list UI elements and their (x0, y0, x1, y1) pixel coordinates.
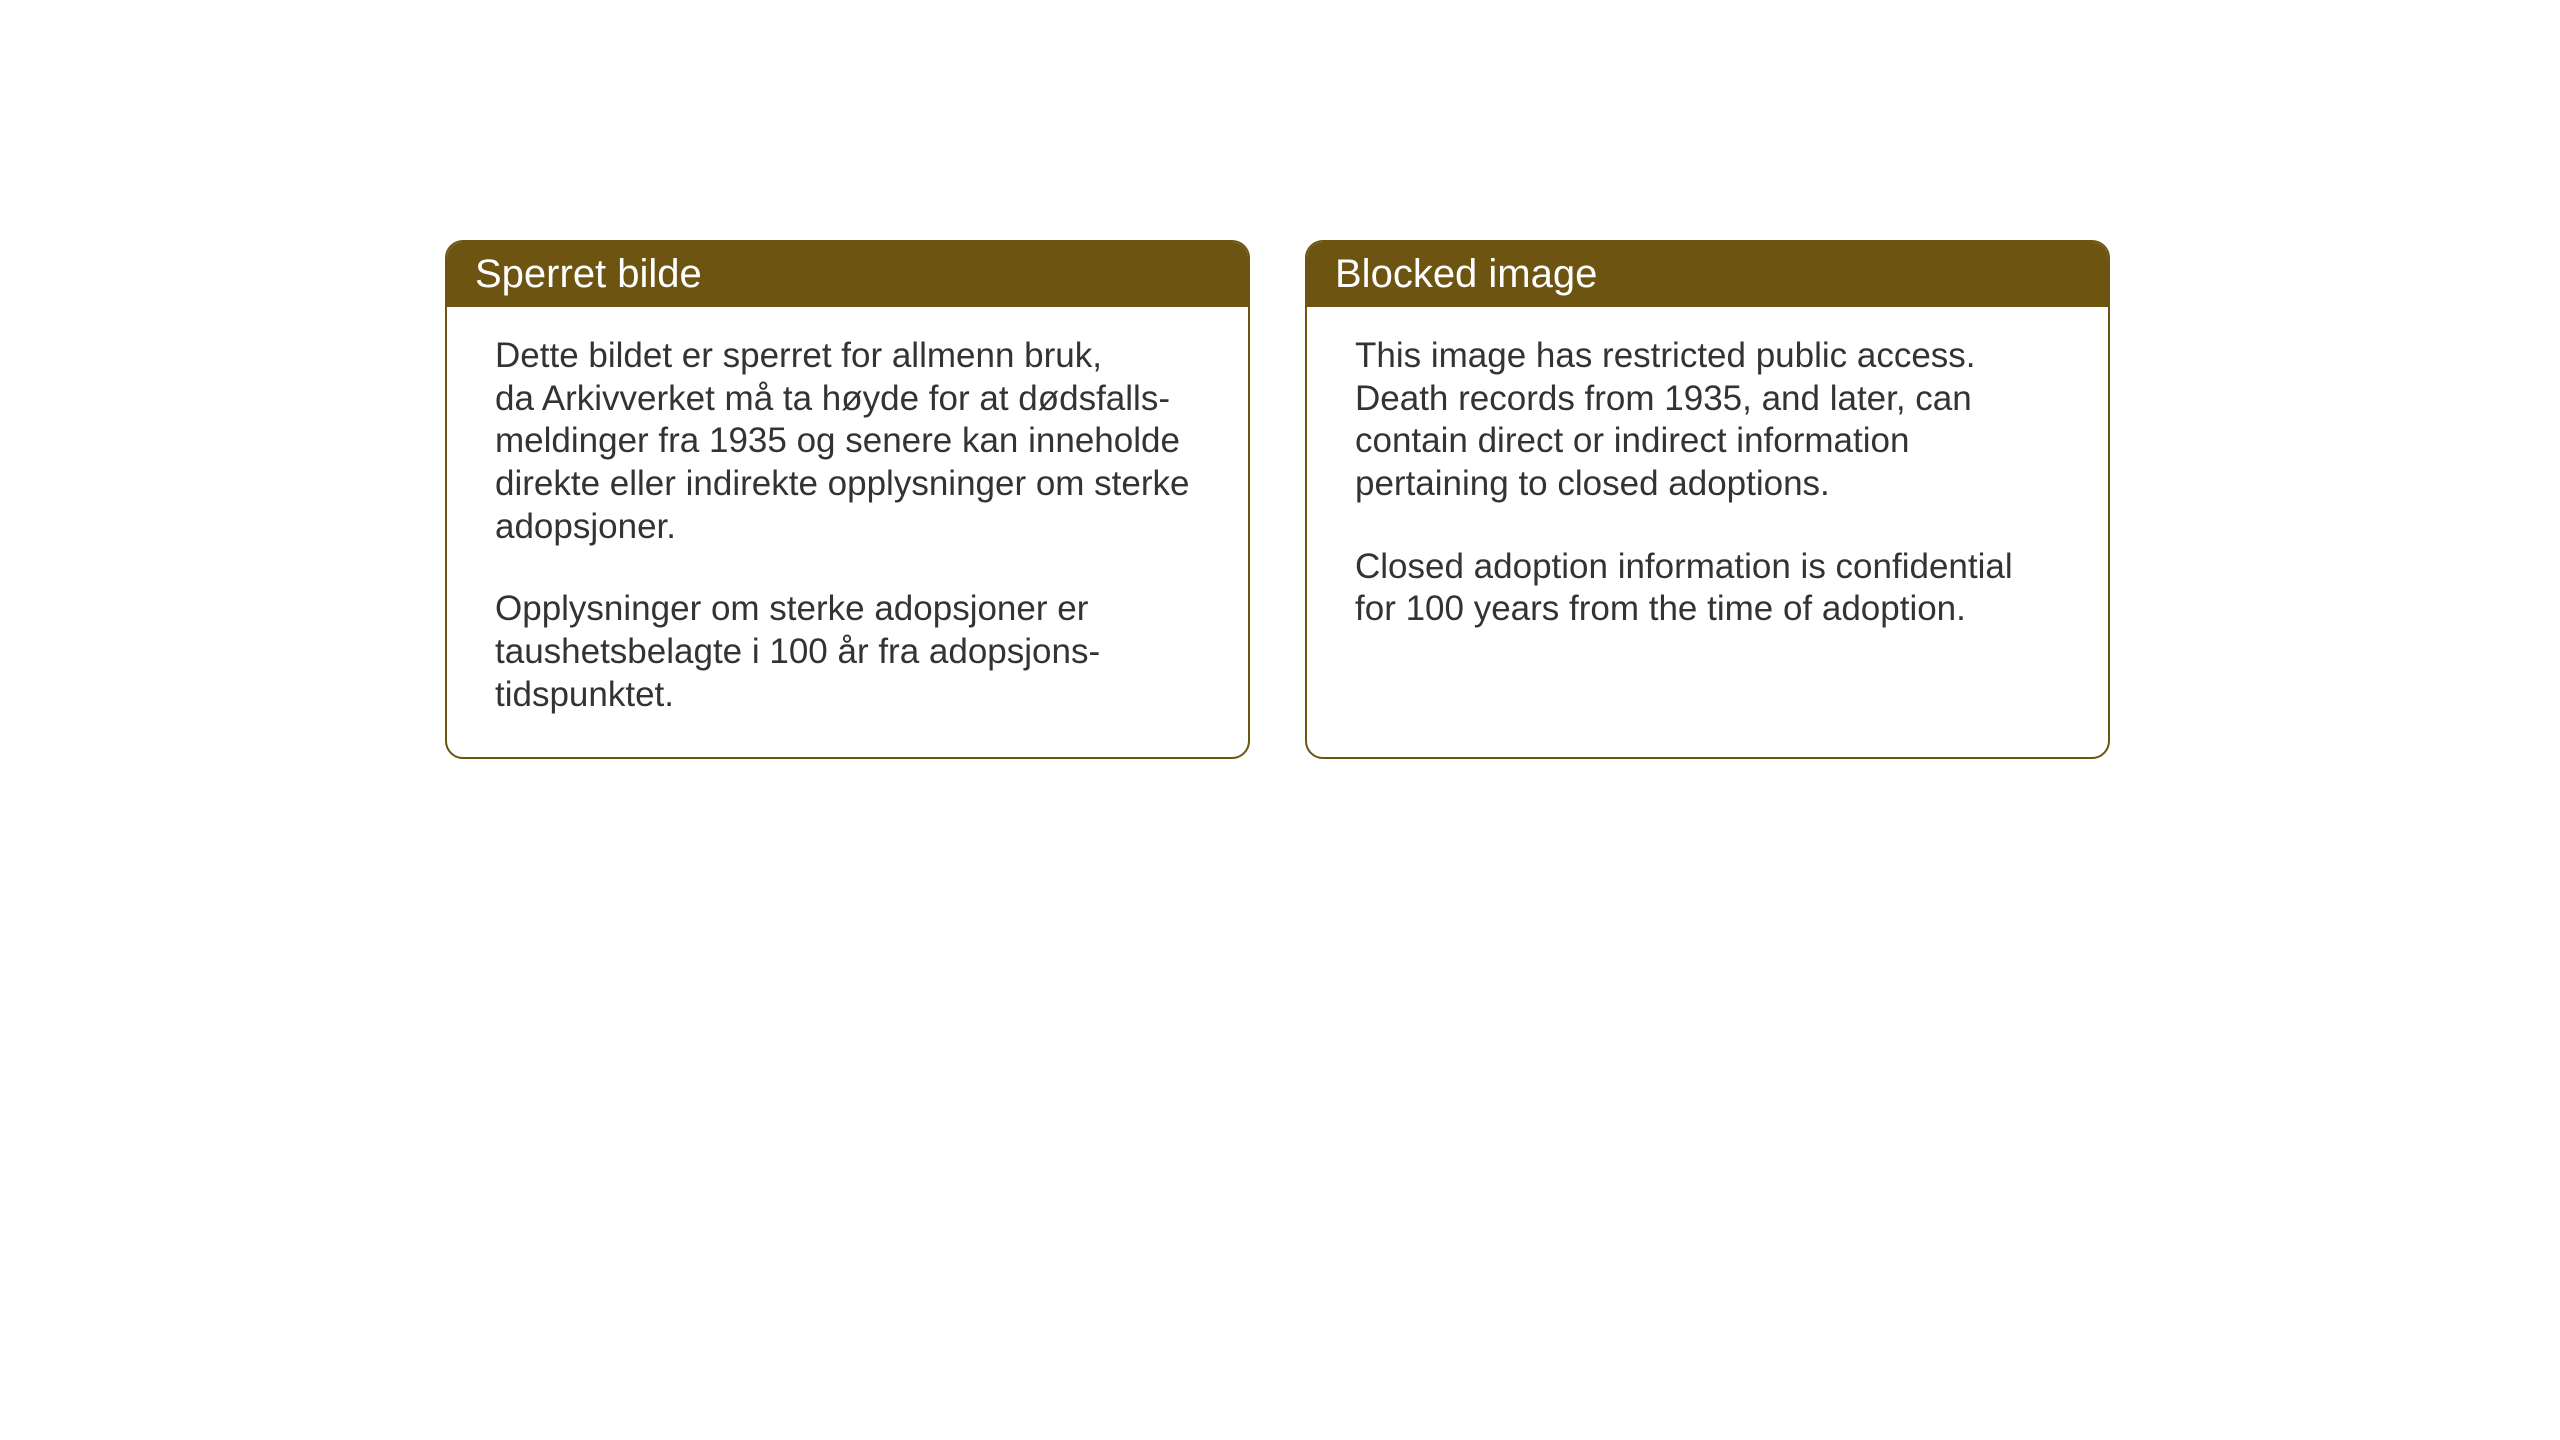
norwegian-paragraph-2: Opplysninger om sterke adopsjoner er tau… (495, 588, 1200, 716)
english-card-body: This image has restricted public access.… (1307, 307, 2108, 671)
english-paragraph-1: This image has restricted public access.… (1355, 335, 2060, 506)
english-paragraph-2: Closed adoption information is confident… (1355, 546, 2060, 631)
norwegian-card-body: Dette bildet er sperret for allmenn bruk… (447, 307, 1248, 757)
norwegian-paragraph-1: Dette bildet er sperret for allmenn bruk… (495, 335, 1200, 548)
norwegian-card-title: Sperret bilde (447, 242, 1248, 307)
english-card: Blocked image This image has restricted … (1305, 240, 2110, 759)
norwegian-card: Sperret bilde Dette bildet er sperret fo… (445, 240, 1250, 759)
english-card-title: Blocked image (1307, 242, 2108, 307)
cards-container: Sperret bilde Dette bildet er sperret fo… (445, 240, 2110, 759)
